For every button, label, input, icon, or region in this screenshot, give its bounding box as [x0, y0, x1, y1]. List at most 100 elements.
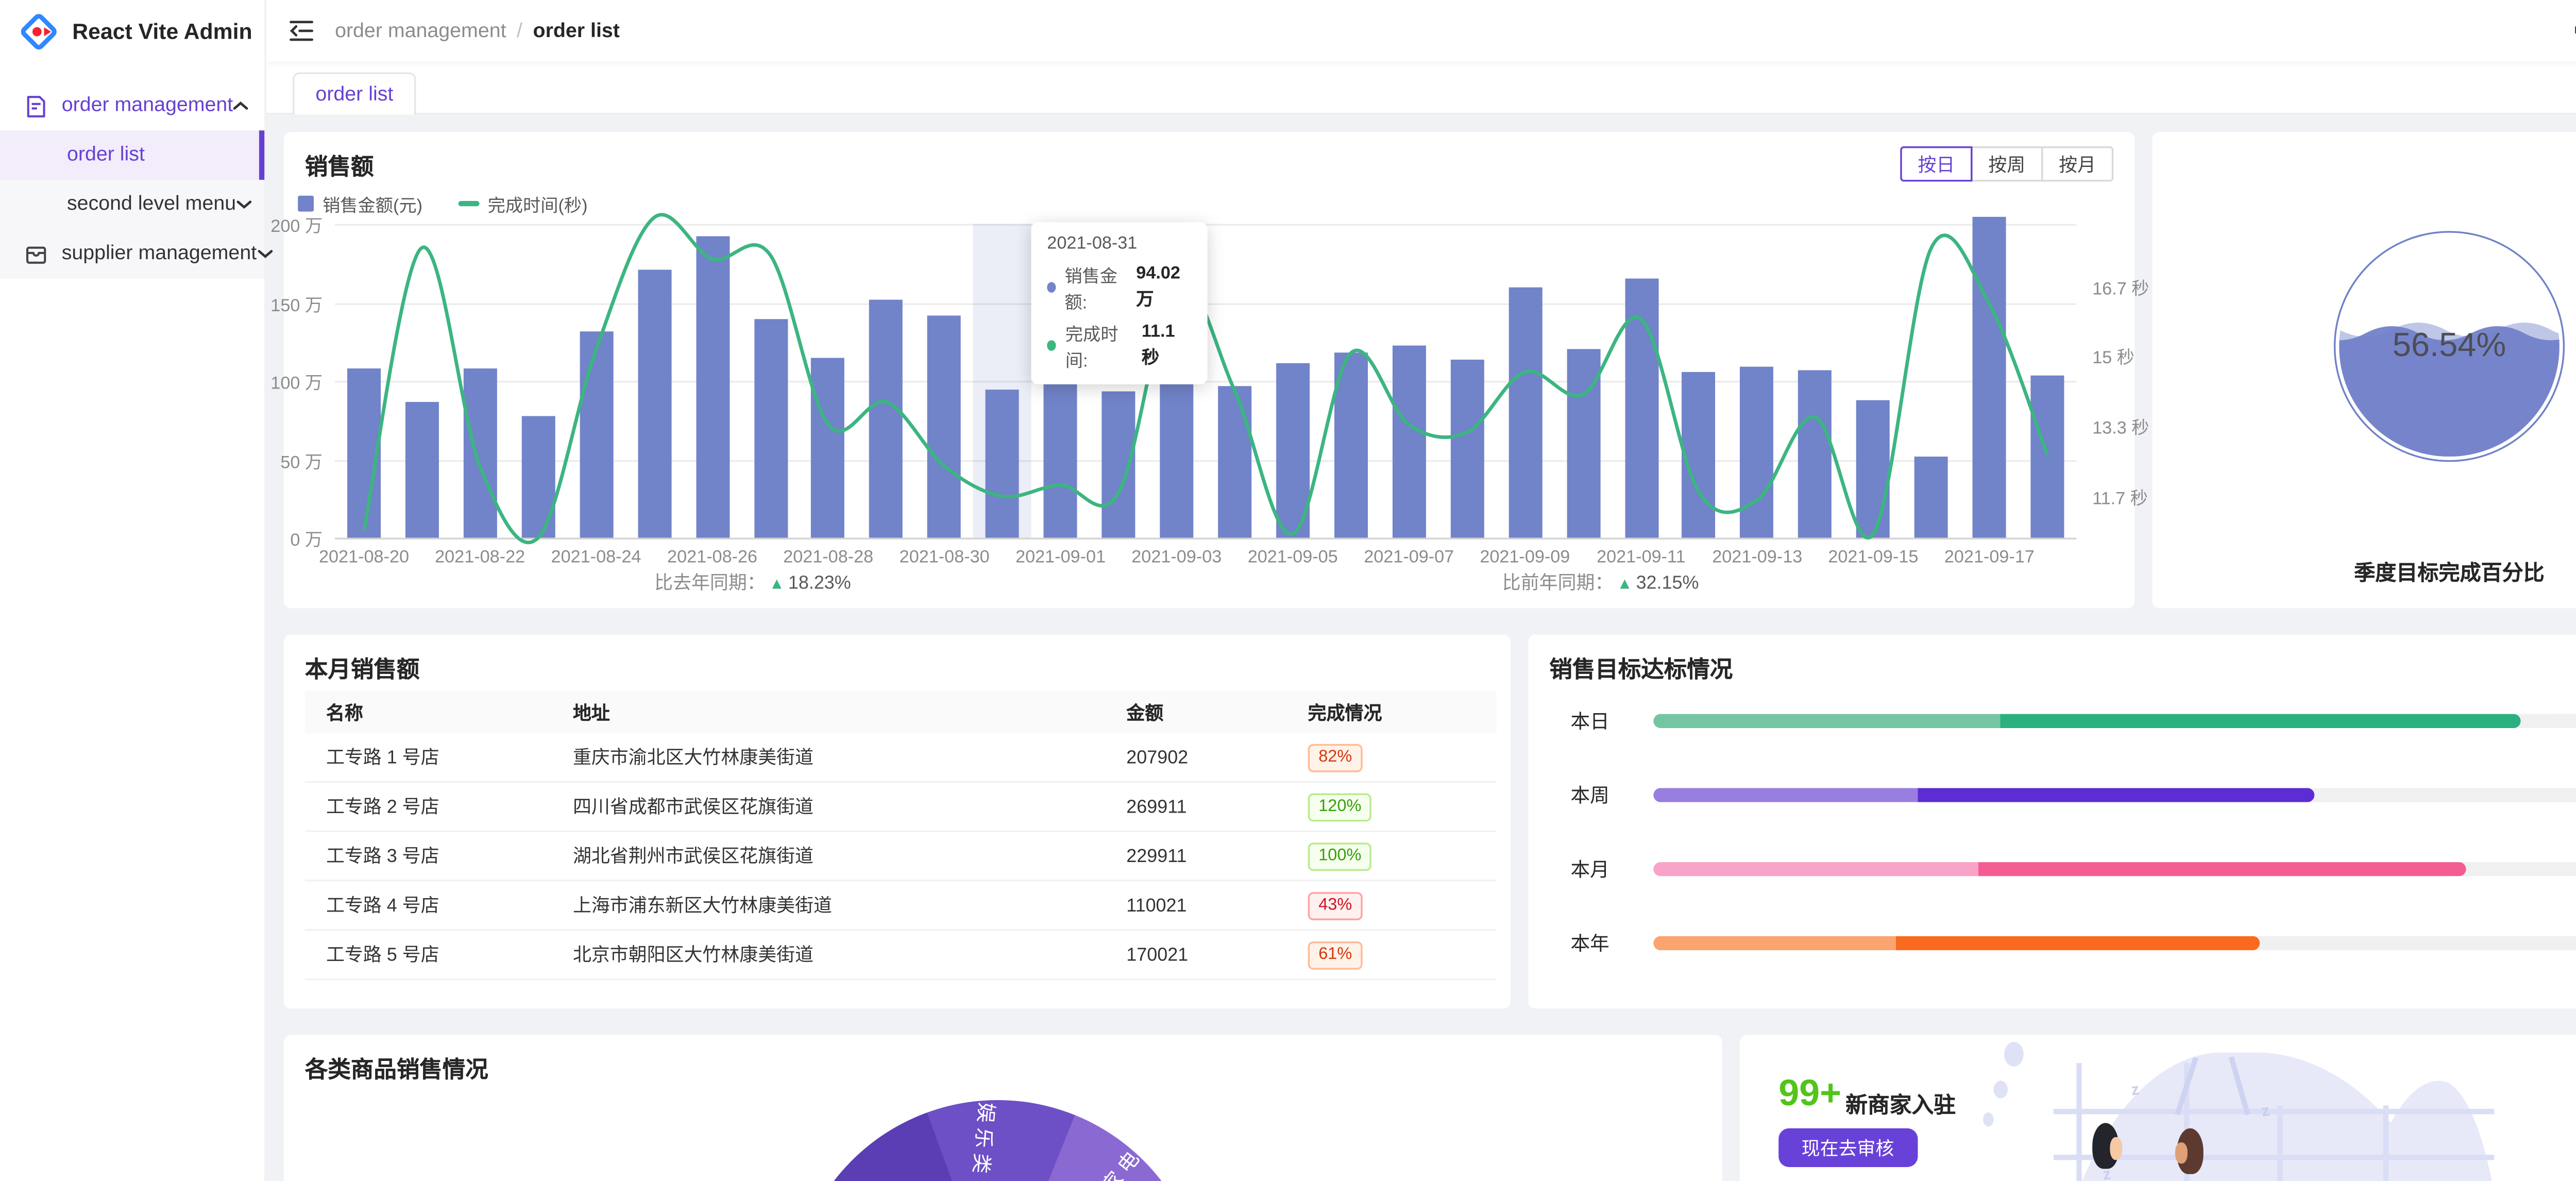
completion-badge: 43%	[1308, 891, 1363, 920]
x-axis-tick: 2021-09-01	[1015, 548, 1106, 568]
box-icon	[25, 242, 47, 265]
target-row-本月: 本月86.3%	[1570, 852, 2576, 887]
completion-badge: 100%	[1308, 841, 1372, 870]
completion-badge: 61%	[1308, 940, 1363, 969]
tooltip-date: 2021-08-31	[1047, 234, 1138, 254]
sidebar-item-second-level-menu[interactable]: second level menu	[0, 179, 265, 229]
up-arrow-icon: ▲	[769, 573, 785, 592]
x-axis-tick: 2021-09-05	[1247, 548, 1338, 568]
deco-dot	[2004, 1042, 2024, 1067]
tooltip-label: 销售金额:	[1064, 268, 1118, 314]
illustration-grid-line	[2184, 1063, 2189, 1181]
store-name: 工专路 4 号店	[326, 896, 439, 917]
target-label: 本周	[1570, 786, 1609, 808]
bar-2021-09-12	[1682, 371, 1716, 538]
table-header-1: 名称	[326, 702, 363, 724]
sidebar: React Vite Admin order management order l…	[0, 0, 272, 1181]
secondary-y-axis-tick: 15 秒	[2092, 349, 2134, 369]
breadcrumb-separator: /	[517, 20, 523, 42]
monthly-sales-card: 本月销售额 名称 地址 金额 完成情况 工专路 1 号店 重庆市渝北区大竹林康美街道 20…	[283, 634, 1511, 1009]
sidebar-item-label: order management	[61, 95, 233, 116]
illustration-grid-line	[2277, 1105, 2282, 1181]
monthly-sales-title: 本月销售额	[304, 655, 420, 683]
sidebar-menu: order management order list second level m…	[0, 81, 272, 279]
app-title: React Vite Admin	[72, 19, 252, 44]
person-face	[2110, 1137, 2123, 1160]
up-arrow-icon: ▲	[1617, 573, 1633, 592]
monthly-sales-table: 名称 地址 金额 完成情况 工专路 1 号店 重庆市渝北区大竹林康美街道 207902 82…	[304, 691, 1497, 981]
progress-track	[1653, 862, 2576, 876]
x-axis-tick: 2021-09-13	[1712, 548, 1803, 568]
menu-fold-icon[interactable]	[289, 20, 314, 42]
liquid-gauge: 56.54%	[2333, 231, 2565, 462]
table-row[interactable]: 工专路 1 号店 重庆市渝北区大竹林康美街道 207902 82%	[304, 733, 1497, 783]
breadcrumb-item[interactable]: order management	[335, 20, 506, 42]
table-header-3: 金额	[1126, 702, 1164, 724]
series-dot-icon	[1047, 282, 1056, 293]
table-row[interactable]: 工专路 2 号店 四川省成都市武侯区花旗街道 269911 120%	[304, 783, 1497, 832]
table-row[interactable]: 工专路 5 号店 北京市朝阳区大竹林康美街道 170021 61%	[304, 931, 1497, 981]
progress-track	[1653, 714, 2576, 729]
legend-item[interactable]: 完成时间(秒)	[457, 191, 588, 217]
legend-item[interactable]: 销售金额(元)	[298, 191, 422, 217]
logo[interactable]: React Vite Admin	[0, 0, 264, 63]
completion-badge: 82%	[1308, 743, 1363, 771]
store-amount: 110021	[1126, 895, 1187, 916]
y-axis-tick: 200 万	[270, 217, 323, 238]
progress-fill	[1653, 862, 2466, 876]
x-axis-tick: 2021-08-20	[319, 548, 410, 568]
document-icon	[25, 94, 47, 117]
notification-icon[interactable]: 12	[2573, 18, 2576, 44]
chevron-down-icon	[236, 199, 252, 210]
x-axis-tick: 2021-09-11	[1597, 548, 1686, 568]
category-sales-card: 各类商品销售情况 娱乐类 家电类	[283, 1035, 1722, 1181]
range-button-按日[interactable]: 按日	[1900, 146, 1973, 182]
sales-chart-plot[interactable]: 0 万 50 万 100 万 150 万 200 万 11.7 秒 13.3 秒 15 秒 16…	[270, 213, 2149, 568]
bar-2021-09-14	[1798, 369, 1832, 538]
range-button-按周[interactable]: 按周	[1971, 146, 2043, 182]
bar-2021-09-01	[1044, 374, 1078, 538]
range-button-group: 按日 按周 按月	[1900, 146, 2114, 182]
sales-card-title: 销售额	[304, 153, 374, 180]
review-now-button[interactable]: 现在去审核	[1778, 1128, 1917, 1167]
table-header-4: 完成情况	[1308, 702, 1382, 724]
header: order management / order list 12 A 中	[266, 0, 2576, 62]
sidebar-item-label: second level menu	[67, 194, 236, 215]
yoy-stat: 比去年同期： ▲ 18.23%	[654, 572, 851, 595]
sidebar-item-order-list[interactable]: order list	[0, 130, 265, 180]
store-amount: 229911	[1126, 845, 1187, 867]
legend-label: 销售金额(元)	[323, 197, 423, 217]
line-series	[362, 213, 2049, 545]
store-name: 工专路 1 号店	[326, 747, 439, 769]
store-name: 工专路 5 号店	[326, 944, 439, 966]
y-axis-tick: 50 万	[280, 453, 323, 473]
store-amount: 269911	[1126, 796, 1187, 817]
x-axis-tick: 2021-08-26	[667, 548, 758, 568]
range-button-按月[interactable]: 按月	[2041, 146, 2114, 182]
sales-target-card: 销售目标达标情况 本日92.1% 本周70.2% 本月86.3% 本年64.5%	[1528, 634, 2576, 1009]
secondary-y-axis-tick: 11.7 秒	[2092, 490, 2148, 510]
table-row[interactable]: 工专路 4 号店 上海市浦东新区大竹林康美街道 110021 43%	[304, 882, 1497, 931]
table-header-2: 地址	[572, 702, 610, 724]
bar-2021-08-21	[405, 401, 439, 538]
tooltip-label: 完成时间:	[1065, 326, 1118, 372]
sidebar-item-order-management[interactable]: order management	[0, 81, 264, 130]
completion-badge: 120%	[1308, 792, 1372, 821]
legend-swatch-icon	[298, 195, 314, 212]
bar-2021-09-16	[1914, 456, 1948, 538]
gauge-caption: 季度目标完成百分比	[2354, 561, 2545, 585]
bar-2021-09-07	[1392, 344, 1426, 538]
bar-2021-09-15	[1856, 399, 1890, 538]
target-row-本日: 本日92.1%	[1570, 703, 2576, 738]
bar-2021-09-17	[1972, 216, 2006, 538]
x-axis-tick: 2021-09-09	[1480, 548, 1570, 568]
secondary-y-axis-tick: 16.7 秒	[2092, 280, 2149, 300]
legend-swatch-icon	[457, 201, 479, 207]
sidebar-item-supplier-management[interactable]: supplier management	[0, 229, 272, 279]
secondary-y-axis-tick: 13.3 秒	[2092, 419, 2149, 439]
table-row[interactable]: 工专路 3 号店 湖北省荆州市武侯区花旗街道 229911 100%	[304, 832, 1497, 882]
tab-order-list[interactable]: order list	[292, 72, 416, 115]
tooltip-value: 11.1 秒	[1141, 323, 1175, 369]
category-sales-title: 各类商品销售情况	[304, 1056, 488, 1083]
breadcrumb-item-current: order list	[533, 20, 620, 42]
